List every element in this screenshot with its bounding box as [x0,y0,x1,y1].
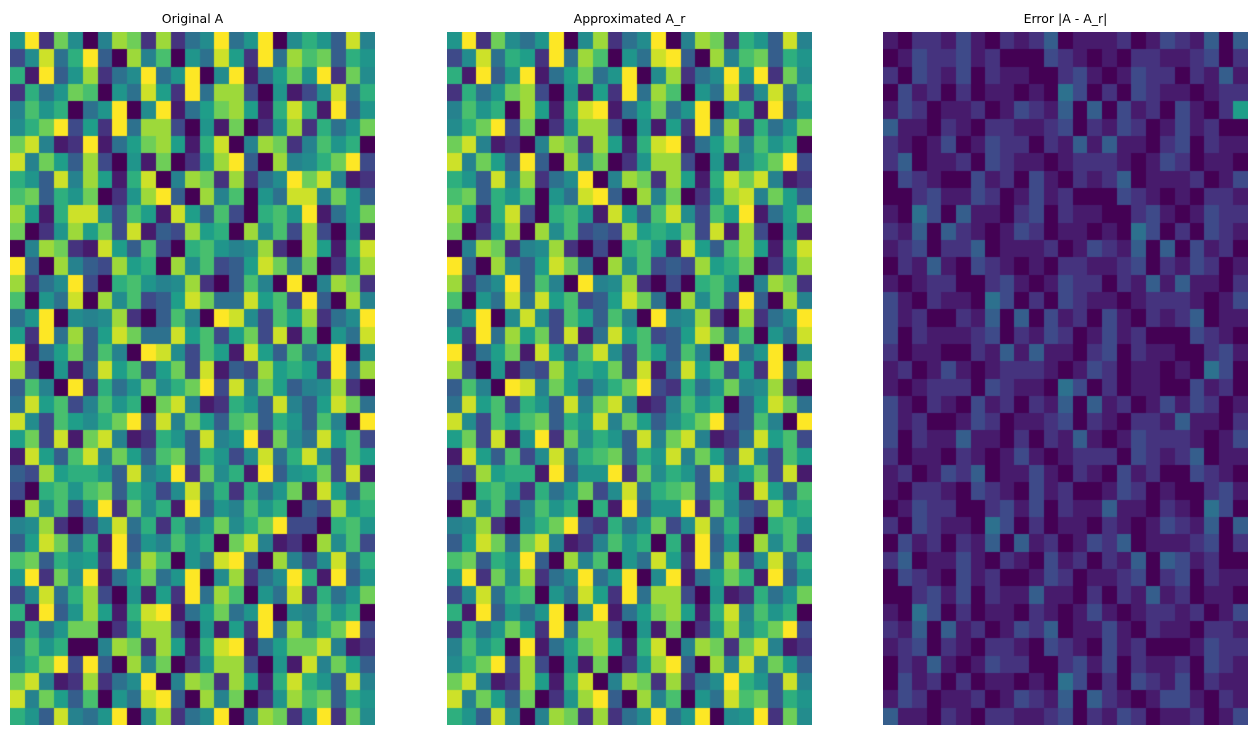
panel-title-original-a: Original A [161,10,224,26]
heatmap-error [883,32,1248,725]
heatmap-approximated-ar [447,32,812,725]
panel-title-error: Error |A - A_r| [1023,10,1108,26]
panel-original-a: Original A [10,4,375,725]
heatmap-original-a [10,32,375,725]
panel-approximated-ar: Approximated A_r [447,4,812,725]
panel-title-approximated-ar: Approximated A_r [573,10,686,26]
panel-error: Error |A - A_r| [883,4,1248,725]
